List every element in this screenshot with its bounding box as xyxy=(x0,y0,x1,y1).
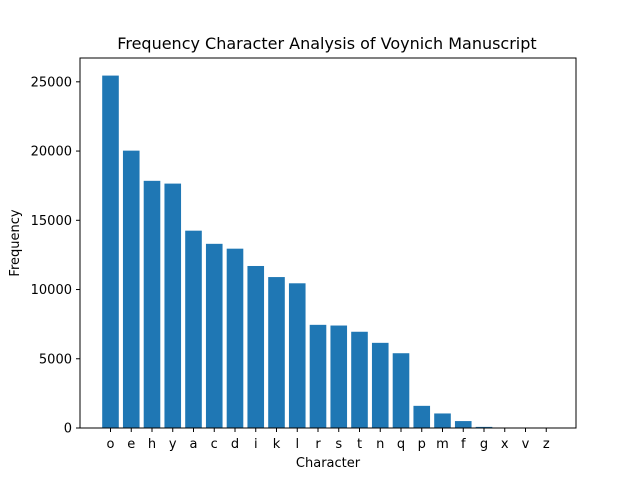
x-tick-label: m xyxy=(436,437,449,452)
x-tick-label: v xyxy=(522,437,530,452)
bar-n xyxy=(371,342,389,428)
chart-title: Frequency Character Analysis of Voynich … xyxy=(117,34,536,53)
bar-i xyxy=(247,265,265,428)
x-tick-label: c xyxy=(211,437,218,452)
x-tick-label: r xyxy=(315,437,321,452)
x-tick-label: d xyxy=(231,437,239,452)
bar-l xyxy=(288,283,306,428)
bar-s xyxy=(330,325,348,428)
x-tick-label: g xyxy=(480,437,488,452)
y-ticks-group: 0 5000 10000 15000 20000 25000 xyxy=(31,75,80,437)
bar-o xyxy=(102,75,119,429)
x-tick-label: k xyxy=(273,437,281,452)
x-tick-label: t xyxy=(357,437,362,452)
x-tick-label: x xyxy=(501,437,509,452)
x-tick-label: y xyxy=(169,437,177,452)
bar-g xyxy=(475,426,493,428)
bar-m xyxy=(434,413,451,428)
bars-group xyxy=(102,75,555,429)
bar-y xyxy=(164,183,182,428)
y-tick-label: 5000 xyxy=(39,352,72,367)
x-tick-label: i xyxy=(254,437,258,452)
bar-a xyxy=(185,230,202,428)
x-tick-label: l xyxy=(295,437,299,452)
bar-t xyxy=(351,331,368,428)
x-tick-label: z xyxy=(543,437,550,452)
bar-h xyxy=(143,180,161,428)
x-tick-label: n xyxy=(376,437,384,452)
y-tick-label: 0 xyxy=(64,422,72,437)
y-axis-label: Frequency xyxy=(8,209,23,276)
bar-f xyxy=(454,421,472,428)
bar-e xyxy=(122,150,140,428)
x-tick-label: s xyxy=(335,437,342,452)
bar-d xyxy=(226,248,244,428)
bar-r xyxy=(309,324,327,428)
x-tick-label: a xyxy=(190,437,198,452)
x-tick-label: p xyxy=(418,437,426,452)
x-tick-label: o xyxy=(107,437,115,452)
bar-k xyxy=(268,277,285,428)
y-tick-label: 25000 xyxy=(31,75,72,90)
x-tick-label: f xyxy=(461,437,466,452)
x-tick-label: q xyxy=(397,437,405,452)
bar-q xyxy=(392,353,410,428)
bar-p xyxy=(413,405,431,428)
y-tick-label: 15000 xyxy=(31,214,72,229)
plot-frame xyxy=(79,57,577,429)
x-tick-label: e xyxy=(127,437,135,452)
y-tick-label: 10000 xyxy=(31,283,72,298)
x-axis-label: Character xyxy=(296,456,361,471)
x-tick-label: h xyxy=(148,437,156,452)
y-tick-label: 20000 xyxy=(31,145,72,160)
bar-c xyxy=(205,243,223,428)
